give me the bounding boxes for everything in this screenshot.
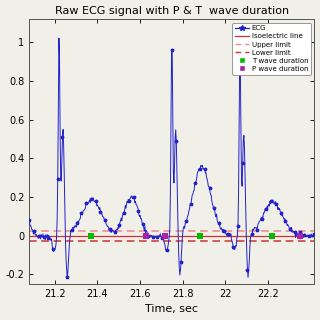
X-axis label: Time, sec: Time, sec	[145, 304, 198, 315]
Legend: ECG, Isoelectric line, Upper limit, Lower limit, T wave duration, P wave duratio: ECG, Isoelectric line, Upper limit, Lowe…	[232, 23, 311, 75]
Title: Raw ECG signal with P & T  wave duration: Raw ECG signal with P & T wave duration	[55, 5, 289, 16]
